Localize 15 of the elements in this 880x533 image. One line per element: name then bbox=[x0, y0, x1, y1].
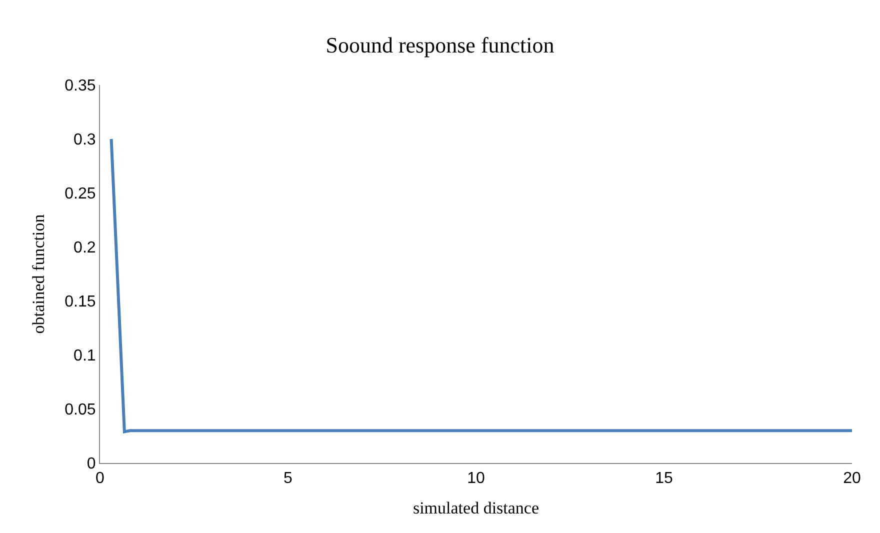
chart-title: Soound response function bbox=[326, 32, 554, 58]
y-tick-label: 0.1 bbox=[74, 348, 96, 365]
x-tick-label: 15 bbox=[655, 470, 673, 488]
y-tick-label: 0.2 bbox=[74, 240, 96, 257]
x-tick-label: 10 bbox=[467, 470, 485, 488]
y-tick-label: 0.35 bbox=[64, 78, 96, 95]
x-tick-label: 20 bbox=[843, 470, 861, 488]
y-axis-title: obtained function bbox=[29, 214, 48, 334]
y-tick-label: 0 bbox=[86, 456, 96, 473]
y-tick-label: 0.05 bbox=[64, 402, 96, 419]
x-tick-label: 5 bbox=[284, 470, 293, 488]
y-tick-label: 0.3 bbox=[74, 132, 96, 149]
y-tick-label: 0.25 bbox=[64, 186, 96, 203]
x-axis-title: simulated distance bbox=[412, 498, 540, 518]
y-tick-label: 0.15 bbox=[64, 294, 96, 311]
